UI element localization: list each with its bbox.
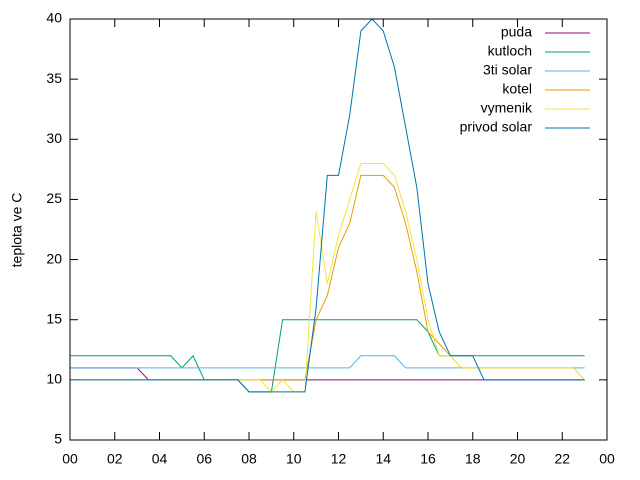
legend-label: 3ti solar bbox=[483, 62, 532, 78]
x-tick-label: 10 bbox=[286, 451, 302, 467]
x-tick-label: 14 bbox=[375, 451, 391, 467]
x-tick-label: 04 bbox=[152, 451, 168, 467]
series-line bbox=[70, 18, 585, 393]
x-tick-label: 06 bbox=[196, 451, 212, 467]
x-tick-label: 20 bbox=[510, 451, 526, 467]
legend-label: vymenik bbox=[481, 100, 533, 116]
x-tick-label: 02 bbox=[107, 451, 123, 467]
y-tick-label: 5 bbox=[54, 431, 62, 447]
series-line bbox=[70, 174, 585, 381]
x-tick-label: 08 bbox=[241, 451, 257, 467]
y-tick-label: 25 bbox=[46, 190, 62, 206]
legend-label: kotel bbox=[502, 81, 532, 97]
x-tick-label: 00 bbox=[599, 451, 615, 467]
x-tick-label: 12 bbox=[331, 451, 347, 467]
y-tick-label: 40 bbox=[46, 10, 62, 26]
series-line bbox=[70, 162, 585, 393]
x-tick-label: 22 bbox=[554, 451, 570, 467]
legend-label: kutloch bbox=[488, 43, 532, 59]
y-axis-label: teplota ve C bbox=[9, 193, 25, 268]
plot-border bbox=[69, 18, 608, 441]
legend-label: puda bbox=[501, 24, 532, 40]
y-tick-label: 10 bbox=[46, 371, 62, 387]
x-tick-label: 18 bbox=[465, 451, 481, 467]
y-tick-label: 20 bbox=[46, 250, 62, 266]
series-line bbox=[70, 319, 585, 393]
legend-label: privod solar bbox=[460, 119, 533, 135]
x-tick-label: 00 bbox=[62, 451, 78, 467]
series-line bbox=[70, 367, 585, 381]
series-line bbox=[70, 355, 585, 369]
x-tick-label: 16 bbox=[420, 451, 436, 467]
y-tick-label: 35 bbox=[46, 70, 62, 86]
y-tick-label: 15 bbox=[46, 310, 62, 326]
y-tick-label: 30 bbox=[46, 130, 62, 146]
